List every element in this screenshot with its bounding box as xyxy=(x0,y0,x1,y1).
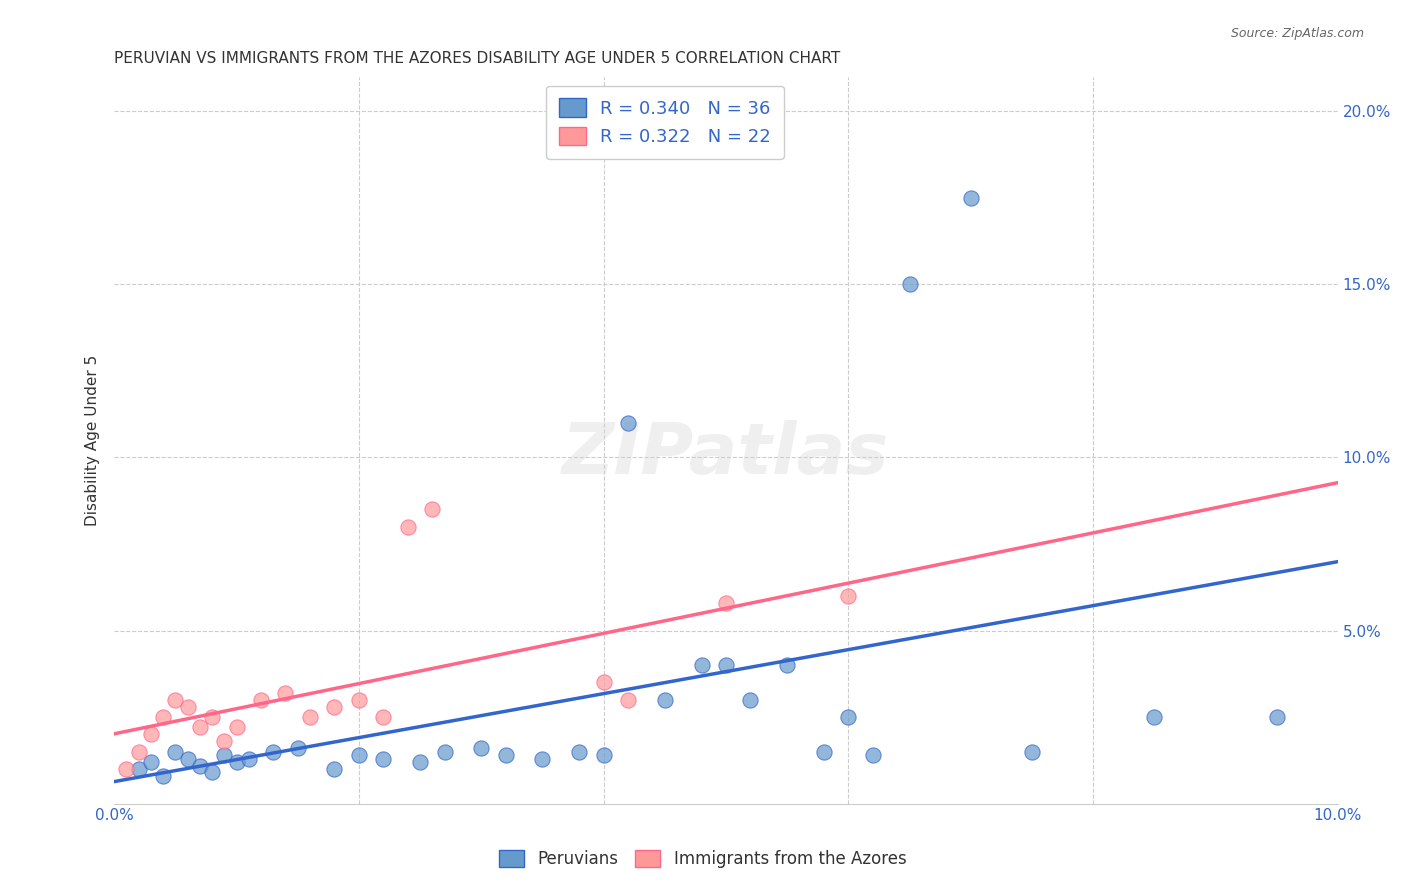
Point xyxy=(188,721,211,735)
Point xyxy=(776,658,799,673)
Point xyxy=(1021,745,1043,759)
Point xyxy=(274,686,297,700)
Point xyxy=(201,765,224,780)
Point xyxy=(225,755,247,769)
Point xyxy=(238,751,260,765)
Point xyxy=(152,710,174,724)
Point xyxy=(298,710,321,724)
Point xyxy=(959,191,981,205)
Point xyxy=(152,769,174,783)
Point xyxy=(225,721,247,735)
Point xyxy=(433,745,456,759)
Point xyxy=(470,741,492,756)
Point xyxy=(898,277,921,292)
Point xyxy=(165,745,187,759)
Point xyxy=(165,692,187,706)
Point xyxy=(287,741,309,756)
Point xyxy=(396,519,419,533)
Text: ZIPatlas: ZIPatlas xyxy=(562,420,890,489)
Point xyxy=(740,692,762,706)
Point xyxy=(139,727,162,741)
Point xyxy=(531,751,554,765)
Point xyxy=(262,745,284,759)
Point xyxy=(714,596,737,610)
Point xyxy=(409,755,432,769)
Point xyxy=(654,692,676,706)
Point xyxy=(373,751,395,765)
Point xyxy=(323,699,346,714)
Point xyxy=(690,658,713,673)
Point xyxy=(592,748,614,763)
Point xyxy=(1265,710,1288,724)
Point xyxy=(115,762,138,776)
Point xyxy=(250,692,273,706)
Point xyxy=(347,692,370,706)
Point xyxy=(214,748,236,763)
Point xyxy=(813,745,835,759)
Point xyxy=(837,710,859,724)
Point xyxy=(176,751,198,765)
Point xyxy=(214,734,236,748)
Point xyxy=(176,699,198,714)
Point xyxy=(373,710,395,724)
Point xyxy=(617,416,640,430)
Point xyxy=(188,758,211,772)
Point xyxy=(139,755,162,769)
Point xyxy=(714,658,737,673)
Text: PERUVIAN VS IMMIGRANTS FROM THE AZORES DISABILITY AGE UNDER 5 CORRELATION CHART: PERUVIAN VS IMMIGRANTS FROM THE AZORES D… xyxy=(114,51,841,66)
Point xyxy=(128,745,150,759)
Y-axis label: Disability Age Under 5: Disability Age Under 5 xyxy=(86,354,100,525)
Point xyxy=(420,502,443,516)
Point xyxy=(347,748,370,763)
Legend: R = 0.340   N = 36, R = 0.322   N = 22: R = 0.340 N = 36, R = 0.322 N = 22 xyxy=(546,86,783,159)
Point xyxy=(495,748,517,763)
Point xyxy=(568,745,591,759)
Text: Source: ZipAtlas.com: Source: ZipAtlas.com xyxy=(1230,27,1364,40)
Point xyxy=(837,589,859,603)
Legend: Peruvians, Immigrants from the Azores: Peruvians, Immigrants from the Azores xyxy=(492,843,914,875)
Point xyxy=(128,762,150,776)
Point xyxy=(1143,710,1166,724)
Point xyxy=(862,748,884,763)
Point xyxy=(617,692,640,706)
Point xyxy=(201,710,224,724)
Point xyxy=(592,675,614,690)
Point xyxy=(323,762,346,776)
